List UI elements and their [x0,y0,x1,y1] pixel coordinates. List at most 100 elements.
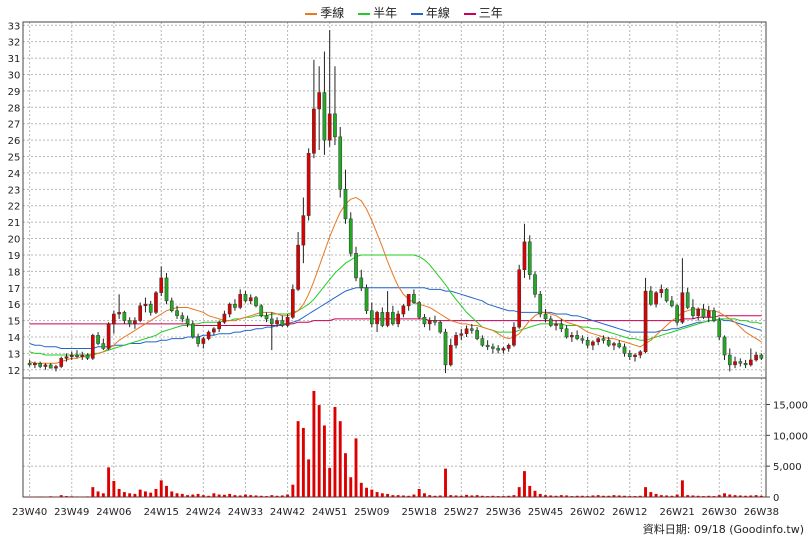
price-tick-label: 22 [8,202,21,213]
x-tick-label: 26W12 [612,507,647,518]
volume-bar [591,495,595,497]
price-tick-label: 14 [8,333,21,344]
candle-body [575,335,579,339]
candle-body [48,364,53,369]
candle-body [59,358,64,367]
candle-body [475,330,479,339]
candle-body [180,315,185,320]
volume-bar [143,491,147,497]
candle-body [127,320,132,325]
volume-bar [533,490,537,497]
candle-body [175,310,179,316]
x-tick-label: 26W38 [744,507,779,518]
volume-bar [738,495,742,497]
volume-bar [449,495,453,497]
volume-bar [154,488,158,497]
candle-body [743,362,748,366]
candle-body [264,315,269,320]
candle-body [591,341,595,346]
candle-body [543,313,548,320]
volume-bar [480,495,484,497]
price-tick-label: 23 [8,185,21,196]
volume-bar [528,485,532,497]
price-tick-label: 27 [8,120,21,131]
volume-bar [628,496,632,497]
candle-body [327,113,332,141]
volume-bar [38,496,42,497]
volume-bar [670,495,674,497]
volume-bar [96,491,100,497]
ma-three-year-line [29,315,762,326]
candle-body [312,108,316,154]
volume-bar [286,494,290,497]
volume-bar [386,493,390,497]
volume-bar [712,496,716,497]
volume-bar [554,495,558,497]
ma-quarter-line [29,196,762,364]
candle-body [259,305,264,316]
volume-bar [238,495,242,497]
volume-bar [623,495,626,497]
volume-tick-label: 10,000 [773,431,808,442]
candle-body [375,312,379,325]
volume-bar [65,496,68,497]
candle-body [101,343,106,349]
candle-body [680,292,685,323]
candle-body [227,303,232,315]
volume-bar [607,495,611,497]
candle-body [717,320,722,338]
price-tick-label: 16 [8,300,21,311]
price-tick-label: 26 [8,136,21,147]
candle-body [554,323,558,326]
volume-bar [186,495,190,497]
candle-body [291,289,295,318]
volume-bar [349,477,353,497]
volume-bar [401,495,405,497]
candle-body [364,287,369,311]
volume-panel-frame [22,377,767,498]
candle-body [90,335,95,359]
candle-body [138,305,143,321]
volume-tick-label: 0 [773,493,779,504]
volume-bar [28,496,32,498]
volume-bar [365,487,368,497]
volume-bar [133,493,137,497]
candle-body [517,269,522,328]
x-tick-label: 24W24 [186,507,221,518]
volume-bar [159,480,163,497]
candle-body [685,292,690,308]
price-tick-label: 32 [8,38,21,49]
legend-item-quarter: 季線 [305,4,344,21]
candle-body [38,362,42,367]
volume-bar [475,495,479,497]
volume-bar [107,467,111,497]
volume-bar [486,496,490,497]
volume-bar [744,495,748,497]
candle-body [712,310,716,321]
volume-bar [322,425,326,497]
candle-body [190,323,195,338]
volume-bar [149,492,153,497]
candle-body [201,338,206,344]
candle-body [164,277,169,302]
candle-body [385,312,390,326]
candle-body [148,303,153,313]
volume-bar [759,495,763,497]
candle-body [485,344,490,348]
volume-bar [317,405,321,497]
volume-bar [507,495,511,497]
candle-body [159,277,164,293]
volume-bar [138,489,142,497]
candle-body [43,364,48,367]
price-tick-label: 24 [8,169,21,180]
volume-bar [586,496,590,497]
volume-bar [707,495,711,497]
candle-body [759,354,764,359]
volume-bar [665,495,669,497]
candle-body [491,346,495,349]
candle-body [617,343,622,348]
legend-item-three-year: 三年 [463,4,503,21]
volume-bar [565,495,569,497]
candle-body [185,318,190,325]
candle-body [296,244,300,290]
